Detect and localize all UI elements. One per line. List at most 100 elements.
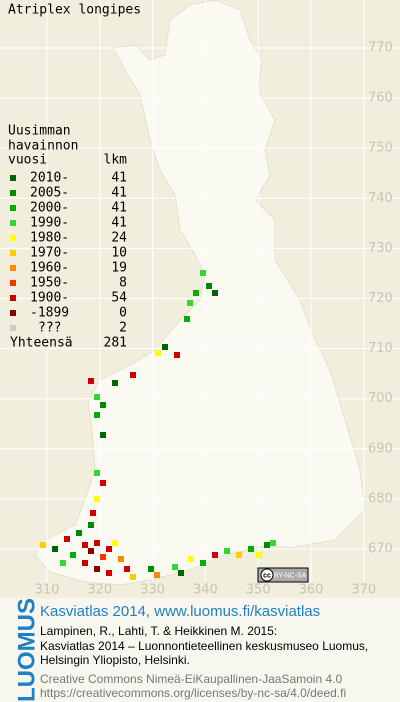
legend-period: 2010-: [30, 171, 69, 186]
easting-label: 360: [299, 583, 324, 598]
observation-square: [248, 546, 254, 552]
observations: [40, 270, 276, 580]
observation-square: [172, 564, 178, 570]
observation-square: [70, 552, 76, 558]
observation-square: [106, 546, 112, 552]
observation-square: [154, 572, 160, 578]
observation-square: [212, 552, 218, 558]
observation-square: [270, 540, 276, 546]
legend-heading: Uusimman: [8, 124, 71, 139]
observation-square: [193, 290, 199, 296]
observation-square: [94, 470, 100, 476]
legend-swatch: [10, 250, 16, 256]
observation-square: [224, 548, 230, 554]
easting-label: 350: [246, 583, 271, 598]
observation-square: [187, 300, 193, 306]
legend-count: 41: [111, 186, 127, 201]
observation-square: [100, 554, 106, 560]
observation-square: [130, 372, 136, 378]
legend-heading: vuosi: [8, 153, 47, 168]
footer-background: [0, 598, 400, 702]
observation-square: [124, 566, 130, 572]
observation-square: [88, 522, 94, 528]
observation-square: [148, 566, 154, 572]
legend-total-label: Yhteensä: [10, 336, 73, 351]
observation-square: [60, 560, 66, 566]
legend-swatch: [10, 205, 16, 211]
legend-swatch: [10, 310, 16, 316]
legend-swatch: [10, 235, 16, 241]
logo: LUOMUS: [13, 598, 40, 702]
observation-square: [100, 402, 106, 408]
legend-period: 1950-: [30, 276, 69, 291]
observation-square: [40, 542, 46, 548]
easting-label: 330: [140, 583, 165, 598]
legend-count: 24: [111, 231, 127, 246]
legend-period: 2005-: [30, 186, 69, 201]
species-title: Atriplex longipes: [8, 3, 141, 18]
legend-count: 19: [111, 261, 127, 276]
legend-count: 2: [119, 321, 127, 336]
legend-swatch: [10, 325, 16, 331]
observation-square: [264, 542, 270, 548]
observation-square: [206, 283, 212, 289]
observation-square: [64, 536, 70, 542]
legend-count: 41: [111, 216, 127, 231]
northing-label: 720: [368, 291, 393, 306]
legend-swatch: [10, 295, 16, 301]
license-line: Creative Commons Nimeä-EiKaupallinen-Jaa…: [40, 672, 342, 686]
easting-label: 340: [193, 583, 218, 598]
legend-count: 41: [111, 201, 127, 216]
observation-square: [76, 530, 82, 536]
easting-label: 370: [351, 583, 376, 598]
legend-period: 1960-: [30, 261, 69, 276]
northing-label: 700: [368, 391, 393, 406]
observation-square: [94, 496, 100, 502]
observation-square: [118, 556, 124, 562]
legend-period: 1990-: [30, 216, 69, 231]
observation-square: [174, 352, 180, 358]
license-icon: cc: [263, 572, 271, 579]
grid: 770 760 750 740 730 720 710 700 690 680 670 310 320 3…: [0, 0, 400, 598]
legend-swatch: [10, 220, 16, 226]
footer-title: Kasviatlas 2014, www.luomus.fi/kasviatla…: [40, 603, 320, 620]
citation: Lampinen, R., Lahti, T. & Heikkinen M. 2…: [40, 624, 277, 638]
legend-count-heading: lkm: [104, 153, 128, 168]
observation-square: [94, 394, 100, 400]
legend-period: 1900-: [30, 291, 69, 306]
legend-swatch: [10, 265, 16, 271]
northing-label: 710: [368, 341, 393, 356]
legend-period: 1980-: [30, 231, 69, 246]
northing-label: 750: [368, 141, 393, 156]
observation-square: [184, 316, 190, 322]
observation-square: [106, 570, 112, 576]
license-line: https://creativecommons.org/licenses/by-…: [40, 686, 346, 700]
observation-square: [100, 432, 106, 438]
northing-label: 690: [368, 441, 393, 456]
observation-square: [200, 270, 206, 276]
observation-square: [112, 380, 118, 386]
citation: Kasviatlas 2014 – Luonnontieteellinen ke…: [40, 639, 368, 653]
legend-count: 10: [111, 246, 127, 261]
legend-total: 281: [104, 336, 127, 351]
easting-label: 310: [35, 583, 60, 598]
observation-square: [155, 350, 161, 356]
observation-square: [94, 412, 100, 418]
legend-swatch: [10, 190, 16, 196]
legend-count: 8: [119, 276, 127, 291]
legend-period: 2000-: [30, 201, 69, 216]
license-text: BY-NC-SA: [274, 572, 307, 579]
northing-label: 730: [368, 241, 393, 256]
observation-square: [90, 510, 96, 516]
northing-label: 670: [368, 542, 393, 557]
legend: Uusimman havainnon vuosi lkm Yhteensä 28…: [8, 124, 127, 351]
observation-square: [162, 344, 168, 350]
citation: Helsingin Yliopisto, Helsinki.: [40, 653, 190, 667]
observation-square: [82, 560, 88, 566]
observation-square: [130, 574, 136, 580]
observation-square: [82, 542, 88, 548]
observation-square: [112, 540, 118, 546]
observation-square: [200, 560, 206, 566]
